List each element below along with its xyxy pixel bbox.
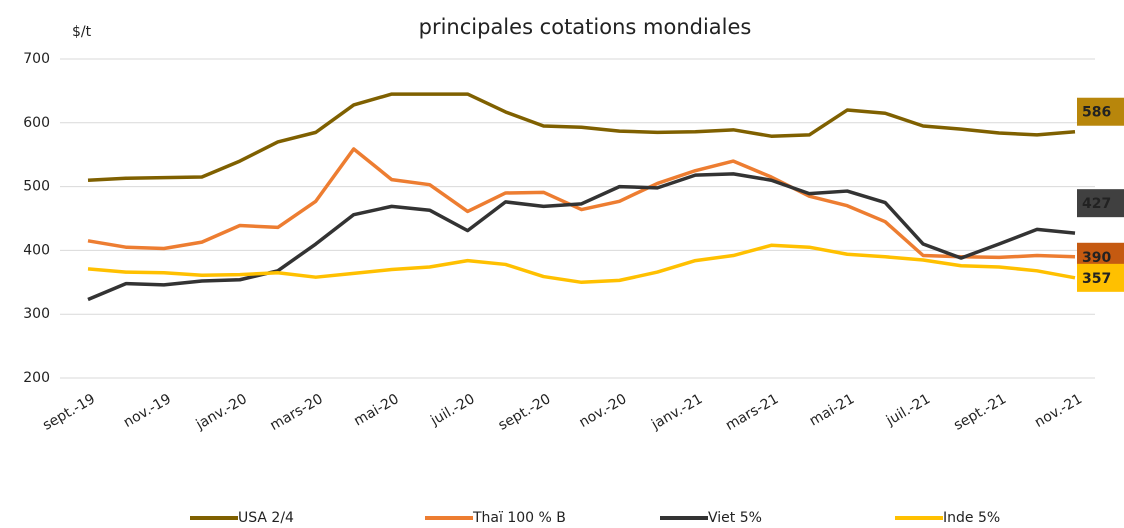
end-label-box xyxy=(1077,97,1124,126)
y-tick-label: 700 xyxy=(23,51,50,67)
x-tick-label: mai-21 xyxy=(807,391,857,429)
x-tick-label: janv.-20 xyxy=(193,391,250,433)
x-tick-label: mars-20 xyxy=(267,391,325,434)
x-tick-label: sept.-20 xyxy=(496,391,554,434)
y-unit: $/t xyxy=(72,24,92,40)
end-label-text: 427 xyxy=(1082,196,1111,212)
series-line xyxy=(87,172,1076,302)
x-tick-label: mai-20 xyxy=(351,391,401,429)
x-tick-label: nov.-20 xyxy=(576,391,629,431)
series-line xyxy=(87,243,1076,285)
chart-title: principales cotations mondiales xyxy=(419,15,752,39)
y-tick-label: 500 xyxy=(23,179,50,195)
series-line xyxy=(87,147,1076,260)
x-tick-label: janv.-21 xyxy=(648,391,705,433)
end-label-text: 586 xyxy=(1082,105,1111,121)
legend-label: Thaï 100 % B xyxy=(472,510,566,526)
end-label-text: 390 xyxy=(1082,250,1111,266)
y-tick-label: 400 xyxy=(23,242,50,258)
x-tick-label: nov.-19 xyxy=(121,391,174,431)
x-tick-label: sept.-19 xyxy=(40,391,98,434)
x-tick-label: nov.-21 xyxy=(1032,391,1085,431)
legend-label: Viet 5% xyxy=(708,510,762,526)
end-label-box xyxy=(1077,189,1124,218)
end-label-box xyxy=(1077,263,1124,292)
series-line xyxy=(87,92,1076,182)
x-tick-label: sept.-21 xyxy=(951,391,1009,434)
legend-label: Inde 5% xyxy=(943,510,1000,526)
end-label: 586 xyxy=(1077,97,1124,126)
x-tick-label: mars-21 xyxy=(723,391,781,434)
end-label-text: 357 xyxy=(1082,271,1111,287)
x-tick-label: juil.-21 xyxy=(883,391,933,429)
end-label: 427 xyxy=(1077,189,1124,218)
legend-label: USA 2/4 xyxy=(238,510,294,526)
x-tick-label: juil.-20 xyxy=(427,391,477,429)
y-tick-label: 300 xyxy=(23,306,50,322)
y-tick-label: 600 xyxy=(23,115,50,131)
y-tick-label: 200 xyxy=(23,370,50,386)
end-label: 357 xyxy=(1077,263,1124,292)
